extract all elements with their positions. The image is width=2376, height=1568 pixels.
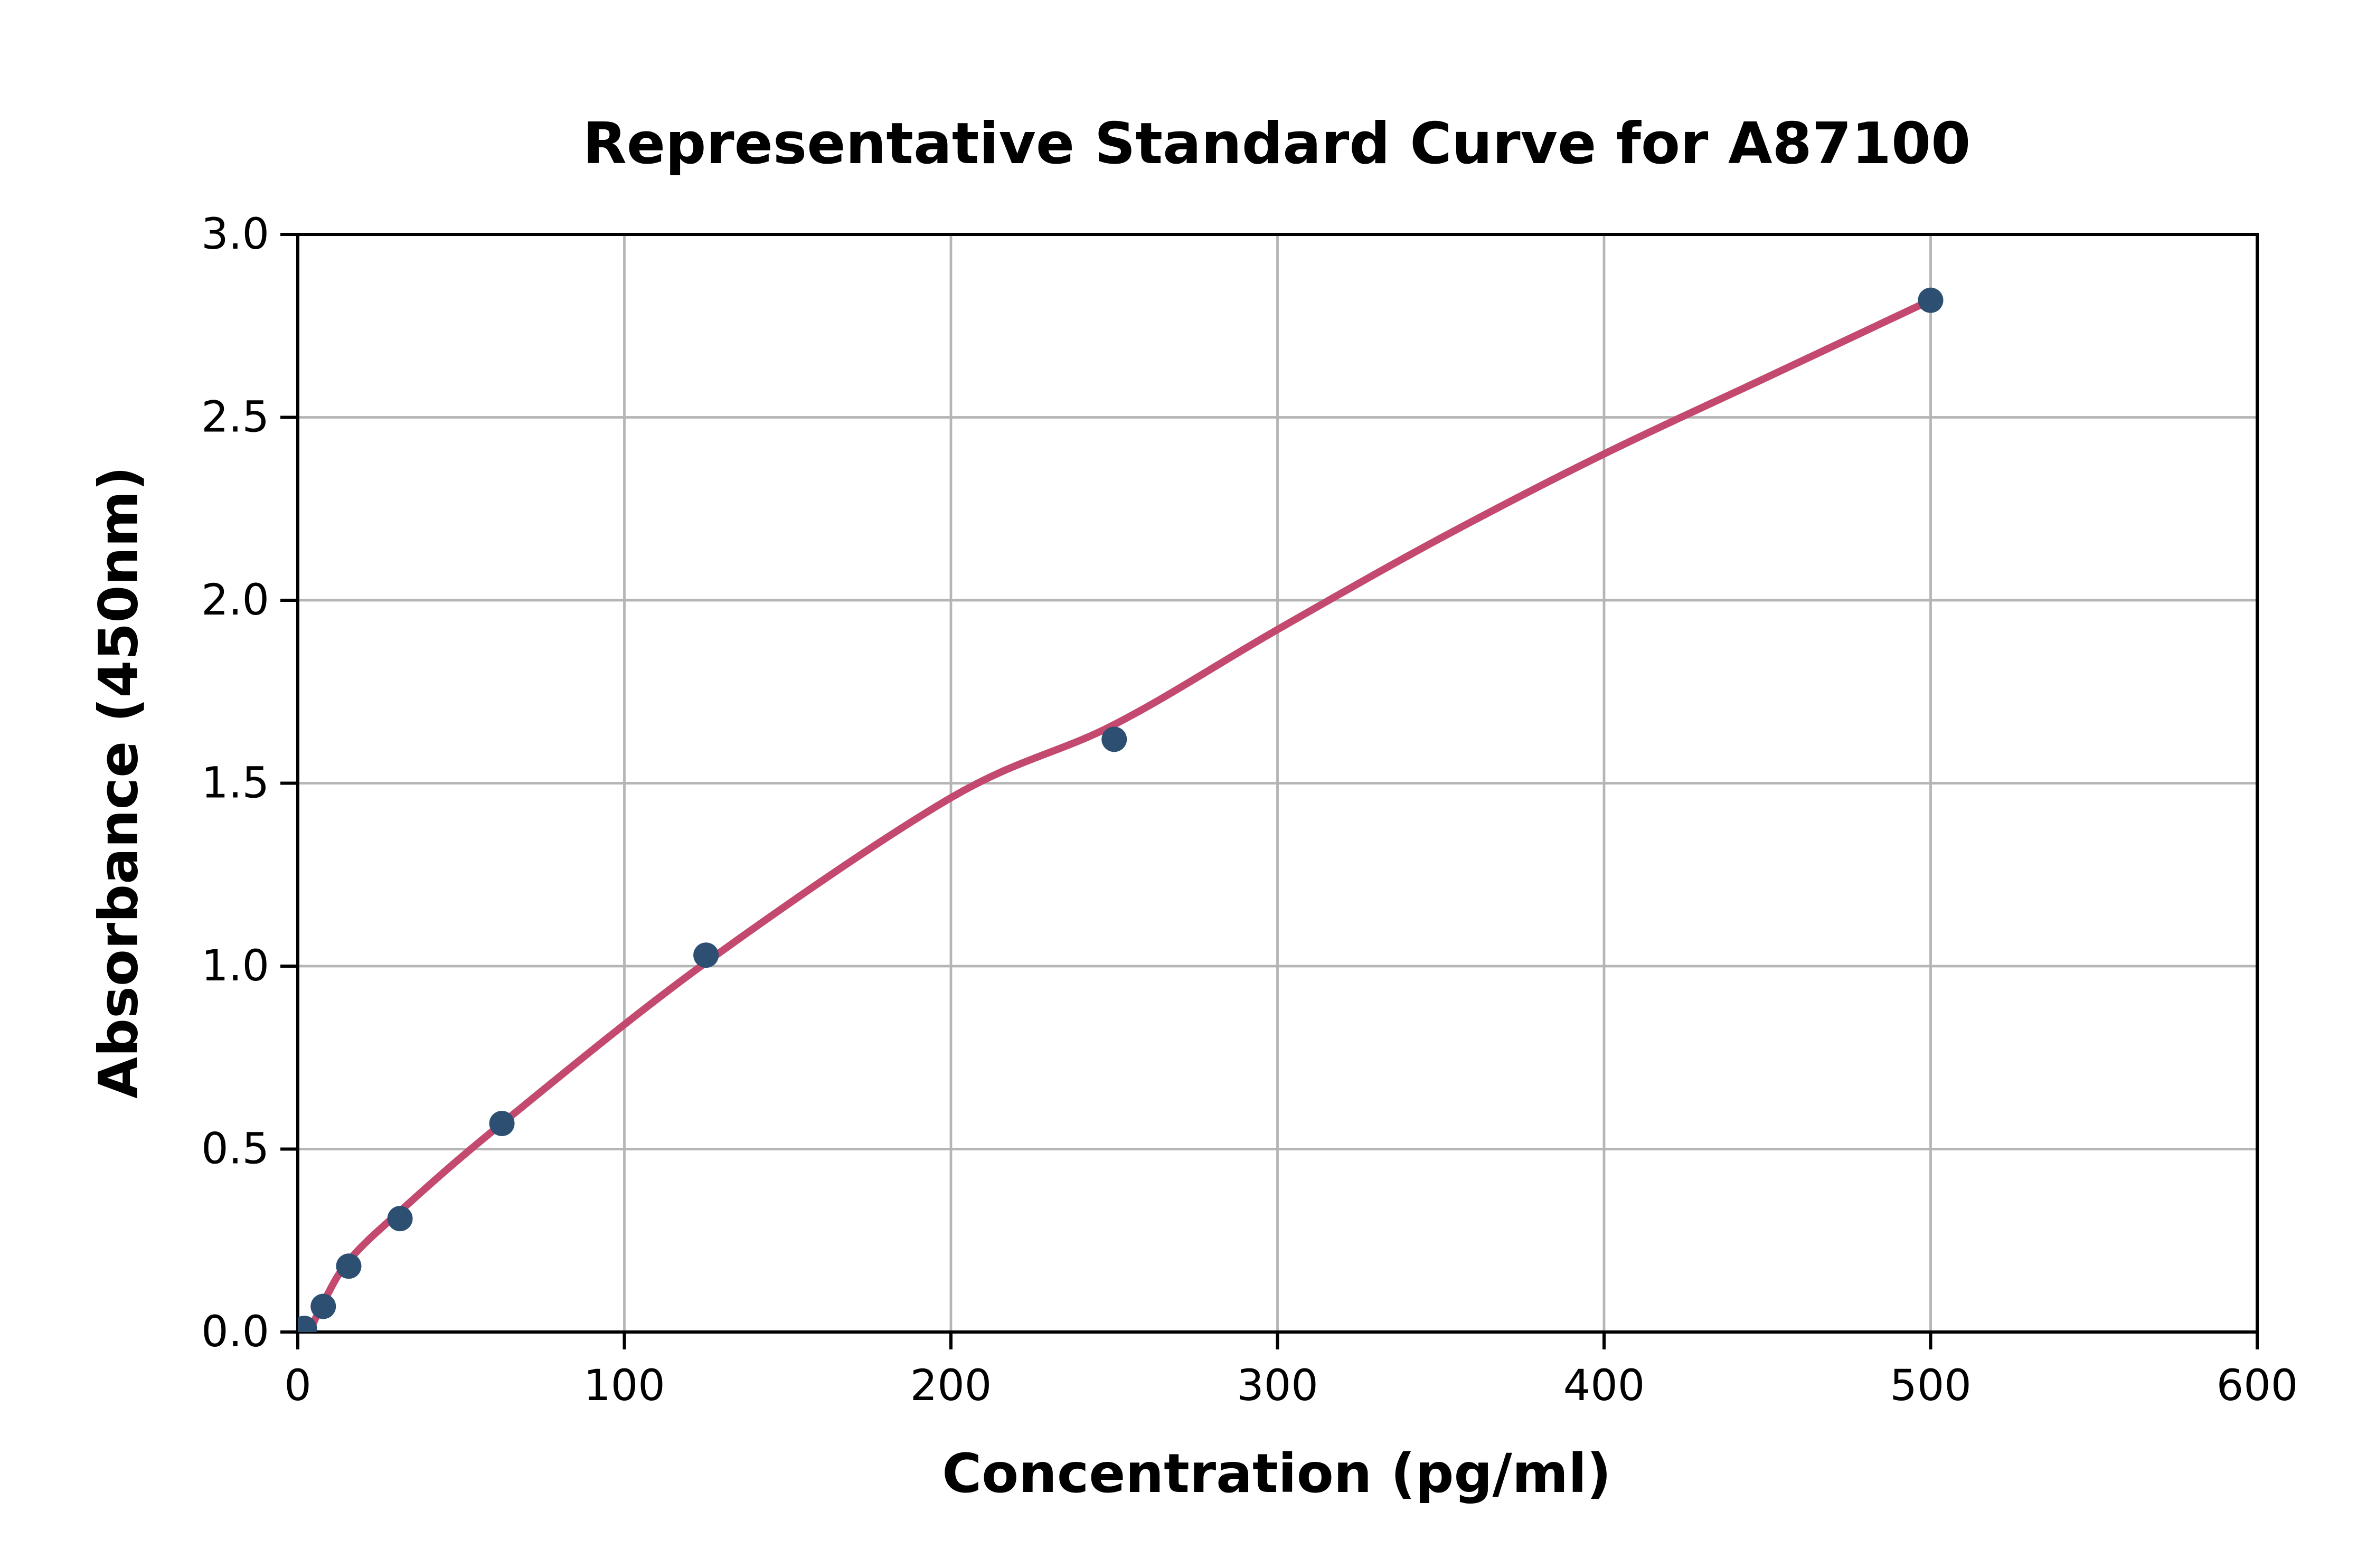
data-point [1918,287,1944,313]
chart-title: Representative Standard Curve for A87100 [583,111,1971,177]
data-point [489,1110,515,1136]
data-points [298,287,1944,1332]
x-tick-label: 500 [1890,1361,1972,1411]
gridlines [298,234,2257,1332]
y-tick-label: 0.0 [201,1307,269,1357]
x-tick-label: 100 [583,1361,665,1411]
data-point [387,1206,413,1232]
y-tick-label: 1.0 [201,941,269,991]
x-tick-label: 600 [2217,1361,2298,1411]
data-point [310,1293,336,1319]
axis-ticks [280,233,2259,1349]
x-tick-label: 200 [910,1361,992,1411]
y-tick-label: 1.5 [201,759,269,808]
x-tick-label: 300 [1237,1361,1318,1411]
data-point [693,942,719,968]
y-axis-label: Absorbance (450nm) [88,466,150,1099]
data-point [1101,726,1127,752]
x-tick-label: 0 [284,1361,312,1411]
data-point [298,1316,317,1332]
x-tick-label: 400 [1563,1361,1645,1411]
x-axis-label: Concentration (pg/ml) [942,1442,1611,1505]
data-point [336,1253,362,1279]
y-tick-labels: 0.0 0.5 1.0 1.5 2.0 2.5 3.0 [201,210,269,1357]
x-tick-labels: 0 100 200 300 400 500 600 [284,1361,2298,1411]
y-tick-label: 0.5 [201,1125,269,1174]
y-tick-label: 2.5 [201,393,269,442]
plot-frame [296,233,2259,1334]
y-tick-label: 3.0 [201,210,269,259]
y-tick-label: 2.0 [201,575,269,625]
fit-curve-line [305,296,1935,1332]
